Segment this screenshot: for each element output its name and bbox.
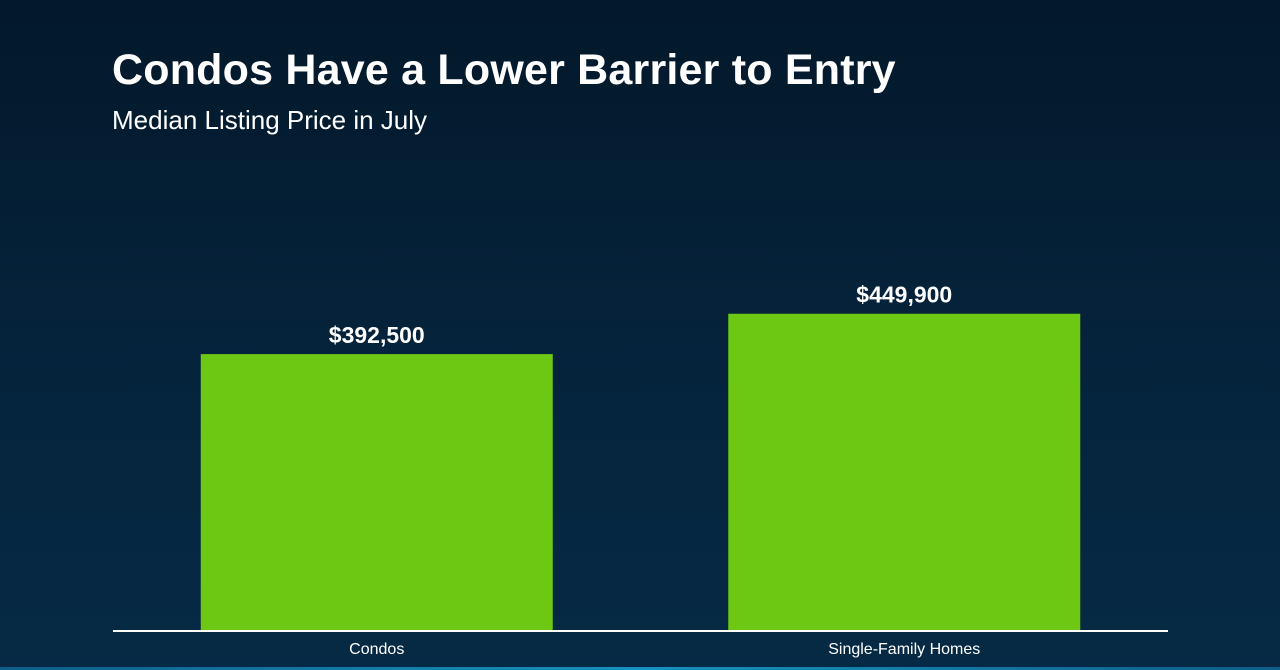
bottom-accent-line — [0, 667, 1280, 670]
chart-title: Condos Have a Lower Barrier to Entry — [112, 46, 896, 94]
chart-subtitle: Median Listing Price in July — [112, 105, 428, 135]
category-label-1: Single-Family Homes — [828, 641, 980, 658]
category-label-0: Condos — [349, 641, 404, 658]
data-label-1: $449,900 — [856, 282, 952, 308]
bar-1 — [728, 313, 1081, 630]
bar-0 — [200, 354, 553, 630]
data-label-0: $392,500 — [329, 322, 425, 348]
